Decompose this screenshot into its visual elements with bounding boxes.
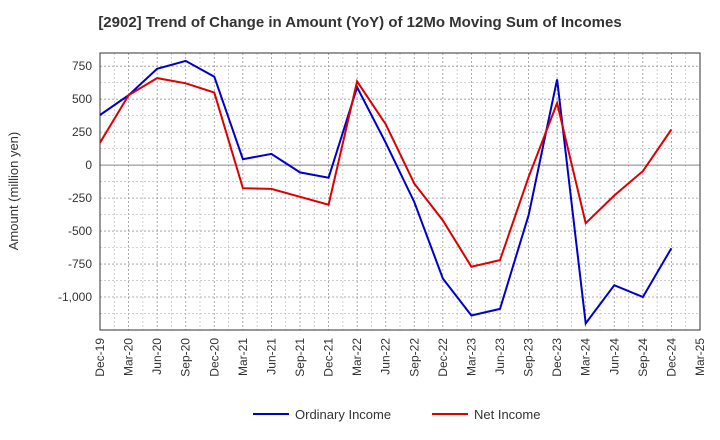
chart-axes xyxy=(99,52,701,331)
y-tick-label: -750 xyxy=(68,257,92,271)
legend-label: Net Income xyxy=(474,407,540,422)
legend: Ordinary Income Net Income xyxy=(253,407,540,422)
x-tick-label: Mar-24 xyxy=(579,338,593,376)
x-tick-label: Jun-22 xyxy=(379,338,393,375)
x-tick-label: Dec-19 xyxy=(93,338,107,377)
x-tick-label: Mar-21 xyxy=(236,338,250,376)
legend-net-income: Net Income xyxy=(432,407,540,422)
x-tick-label: Dec-23 xyxy=(550,338,564,377)
x-tick-label: Mar-25 xyxy=(693,338,707,376)
legend-ordinary-income: Ordinary Income xyxy=(253,407,391,422)
x-tick-label: Sep-24 xyxy=(636,338,650,377)
y-tick-label: -1,000 xyxy=(58,290,92,304)
grid-lines xyxy=(99,53,701,331)
x-tick-label: Jun-21 xyxy=(264,338,278,375)
series-line-ordinary-income xyxy=(99,59,673,327)
x-tick-label: Jun-24 xyxy=(607,338,621,375)
y-axis-label: Amount (million yen) xyxy=(6,132,21,251)
x-tick-label: Sep-20 xyxy=(179,338,193,377)
x-tick-label: Jun-23 xyxy=(493,338,507,375)
y-tick-label: -250 xyxy=(68,191,92,205)
series-lines xyxy=(99,59,673,327)
series-line-net-income xyxy=(99,77,673,268)
x-tick-label: Sep-22 xyxy=(407,338,421,377)
chart-title: [2902] Trend of Change in Amount (YoY) o… xyxy=(98,14,622,31)
x-tick-label: Sep-21 xyxy=(293,338,307,377)
y-tick-label: -500 xyxy=(68,224,92,238)
y-tick-label: 250 xyxy=(72,125,92,139)
plot-frame xyxy=(99,52,701,331)
x-tick-label: Jun-20 xyxy=(150,338,164,375)
y-tick-label: 750 xyxy=(72,59,92,73)
x-tick-label: Sep-23 xyxy=(522,338,536,377)
tick-labels: 750 500 250 0 -250 -500 -750 -1,000 Dec-19 Mar-20… xyxy=(58,59,707,377)
legend-label: Ordinary Income xyxy=(295,407,391,422)
x-tick-label: Mar-23 xyxy=(464,338,478,376)
y-tick-label: 0 xyxy=(85,158,92,172)
x-tick-label: Dec-24 xyxy=(664,338,678,377)
x-tick-label: Dec-21 xyxy=(322,338,336,377)
x-tick-label: Dec-22 xyxy=(436,338,450,377)
x-tick-label: Dec-20 xyxy=(207,338,221,377)
x-tick-label: Mar-20 xyxy=(122,338,136,376)
y-tick-label: 500 xyxy=(72,92,92,106)
x-tick-label: Mar-22 xyxy=(350,338,364,376)
